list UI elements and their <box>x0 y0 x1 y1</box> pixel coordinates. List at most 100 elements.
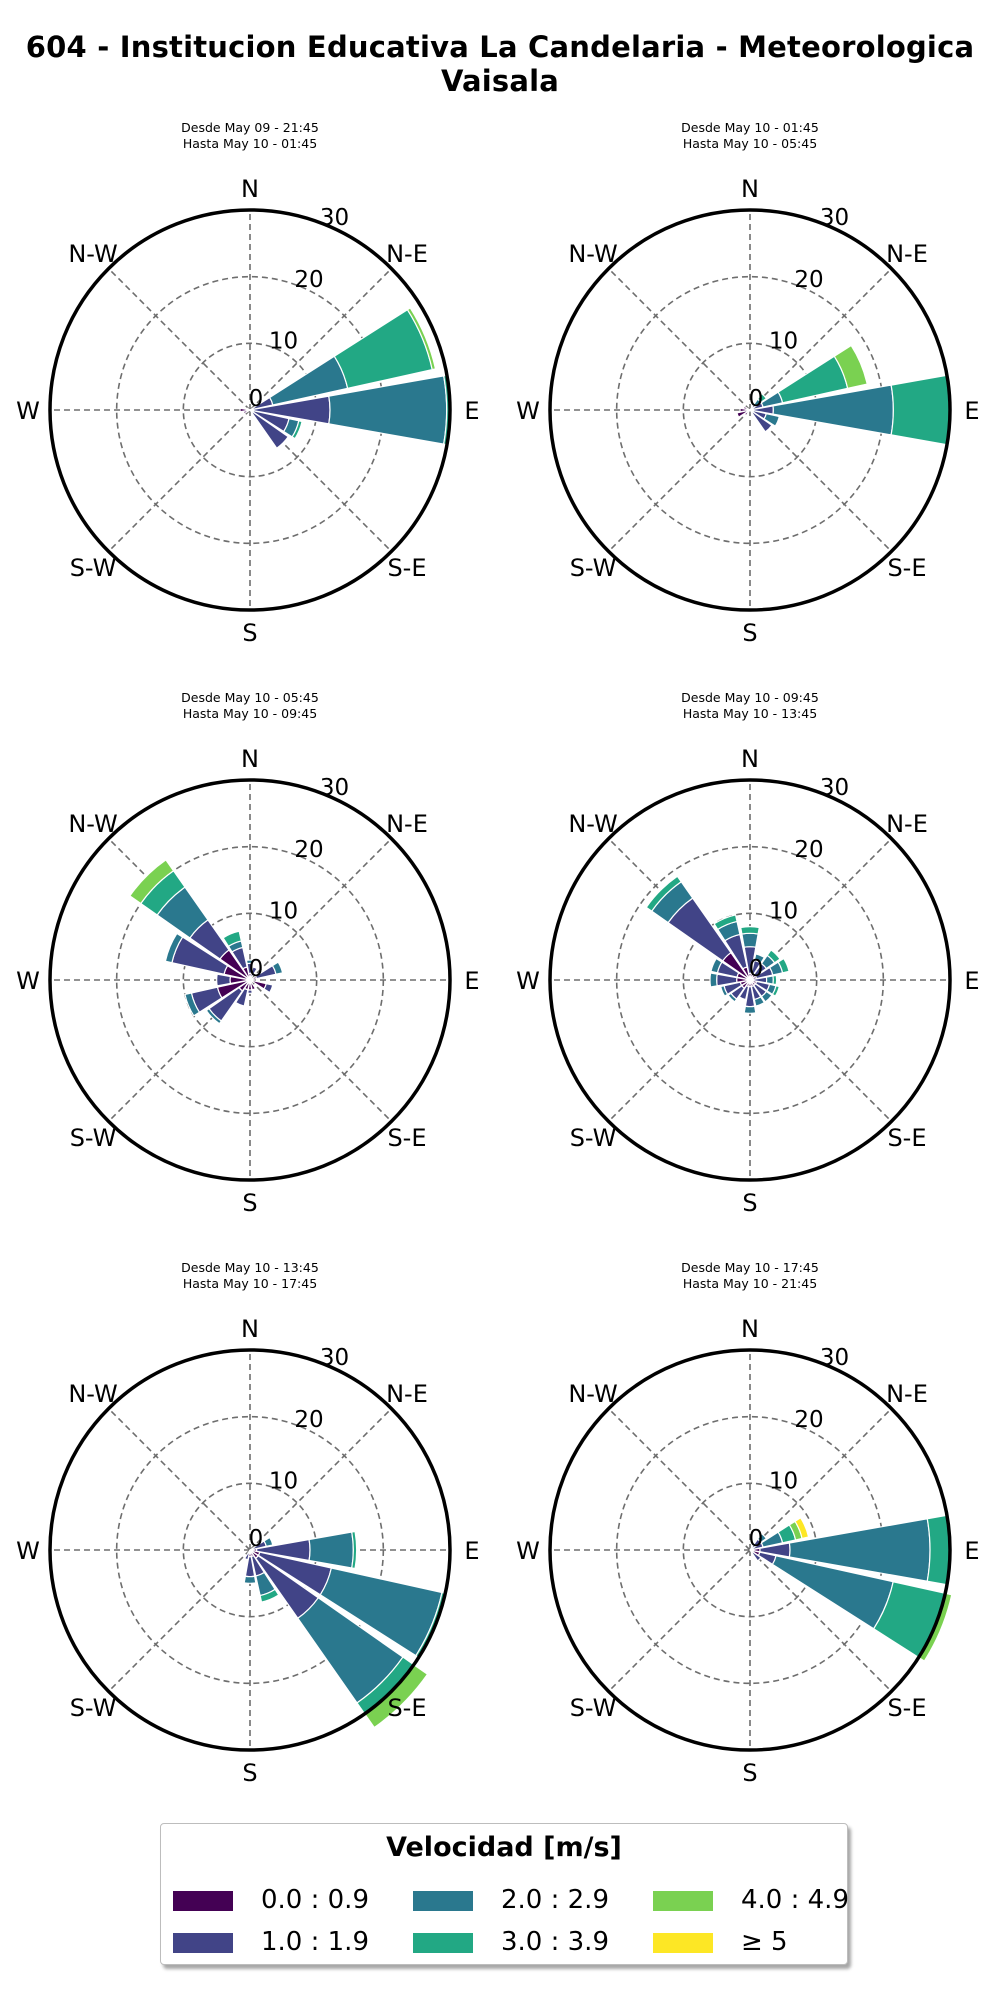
radial-tick-label: 0 <box>749 386 764 412</box>
radial-tick-label: 0 <box>749 956 764 982</box>
direction-label: N <box>241 175 259 203</box>
direction-label: W <box>516 1537 540 1565</box>
direction-label: S-W <box>570 1124 617 1152</box>
page-title: 604 - Institucion Educativa La Candelari… <box>25 30 975 98</box>
direction-label: N-E <box>386 240 428 268</box>
windrose-panel: Desde May 10 - 13:45 Hasta May 10 - 17:45… <box>10 1260 490 1820</box>
subtitle-from: Desde May 10 - 05:45 <box>181 690 319 705</box>
panel-subtitle: Desde May 09 - 21:45 Hasta May 10 - 01:45 <box>10 120 490 152</box>
grid-spoke <box>108 268 251 411</box>
windrose-bar <box>719 985 729 997</box>
direction-label: N-W <box>568 1380 617 1408</box>
windrose-bar <box>245 959 255 965</box>
panel-subtitle: Desde May 10 - 13:45 Hasta May 10 - 17:45 <box>10 1260 490 1292</box>
direction-label: S <box>242 1759 257 1787</box>
windrose-bar <box>246 989 254 994</box>
direction-label: N <box>741 745 759 773</box>
direction-label: S-W <box>570 1694 617 1722</box>
windrose-bar <box>205 1007 223 1025</box>
windrose-bar <box>184 992 201 1017</box>
direction-label: W <box>16 397 40 425</box>
windrose-bar <box>753 996 766 1007</box>
windrose-bar <box>713 914 738 931</box>
windrose-bar <box>243 1575 257 1584</box>
windrose-bar <box>216 973 231 987</box>
legend: Velocidad [m/s] 0.0 : 0.9 1.0 : 1.9 2.0 : … <box>160 1823 849 1965</box>
direction-label: N-E <box>386 810 428 838</box>
direction-label: W <box>16 967 40 995</box>
direction-label: N-W <box>68 240 117 268</box>
radial-tick-label: 10 <box>269 1468 298 1494</box>
windrose-panel: Desde May 10 - 05:45 Hasta May 10 - 09:45… <box>10 690 490 1250</box>
windrose-bar <box>765 975 774 985</box>
windrose-panel: Desde May 10 - 01:45 Hasta May 10 - 05:45… <box>510 120 990 680</box>
windrose-bar <box>351 1530 358 1570</box>
windrose-bar <box>263 1536 274 1548</box>
legend-swatch <box>173 1891 233 1911</box>
grid-spoke <box>108 409 251 552</box>
direction-label: S-E <box>387 554 426 582</box>
grid-spoke <box>608 979 751 1122</box>
windrose-bar <box>740 926 760 935</box>
direction-label: N-W <box>68 810 117 838</box>
radial-tick-label: 30 <box>320 775 349 801</box>
direction-label: N <box>241 745 259 773</box>
direction-label: S-E <box>887 1124 926 1152</box>
grid-spoke <box>249 268 392 411</box>
legend-title: Velocidad [m/s] <box>386 1832 622 1863</box>
windrose-chart: 0 10 20 30 N N-E E S-E S S-W W N-W <box>516 1315 979 1787</box>
legend-swatch <box>653 1933 713 1953</box>
radial-tick-label: 20 <box>294 837 323 863</box>
direction-label: N-W <box>568 240 617 268</box>
subtitle-to: Hasta May 10 - 05:45 <box>682 136 818 151</box>
subtitle-to: Hasta May 10 - 21:45 <box>682 1276 818 1291</box>
grid-spoke <box>749 1549 892 1692</box>
direction-label: S-E <box>387 1124 426 1152</box>
grid-spoke <box>249 1408 392 1551</box>
legend-label: 4.0 : 4.9 <box>741 1885 849 1915</box>
subtitle-to: Hasta May 10 - 09:45 <box>182 706 318 721</box>
direction-label: W <box>516 967 540 995</box>
windrose-chart: 0 10 20 30 N N-E E S-E S S-W W N-W <box>16 175 479 647</box>
direction-label: N <box>241 1315 259 1343</box>
windrose-bar <box>709 972 718 988</box>
direction-label: N-E <box>886 240 928 268</box>
legend-swatch <box>173 1933 233 1953</box>
direction-label: W <box>16 1537 40 1565</box>
windrose-bar <box>777 957 790 974</box>
grid-spoke <box>608 1549 751 1692</box>
radial-tick-label: 20 <box>294 1407 323 1433</box>
windrose-bar <box>263 982 274 994</box>
outer-ring <box>548 208 952 612</box>
panel-subtitle: Desde May 10 - 05:45 Hasta May 10 - 09:45 <box>10 690 490 722</box>
windrose-chart: 0 10 20 30 N N-E E S-E S S-W W N-W <box>516 745 979 1217</box>
subtitle-from: Desde May 10 - 01:45 <box>681 120 819 135</box>
radial-tick-label: 20 <box>794 1407 823 1433</box>
radial-tick-label: 20 <box>794 267 823 293</box>
windrose-bar <box>727 992 738 1003</box>
grid-spoke <box>249 838 392 981</box>
radial-tick-label: 30 <box>320 1345 349 1371</box>
radial-tick-label: 10 <box>769 1468 798 1494</box>
direction-label: W <box>516 397 540 425</box>
windrose-bar <box>406 307 437 371</box>
direction-label: S <box>742 1189 757 1217</box>
subtitle-from: Desde May 09 - 21:45 <box>181 120 319 135</box>
outer-ring <box>48 1348 452 1752</box>
radial-tick-label: 30 <box>820 775 849 801</box>
direction-label: N <box>741 1315 759 1343</box>
direction-label: E <box>964 1537 979 1565</box>
outer-ring <box>48 208 452 612</box>
grid-spoke <box>608 409 751 552</box>
legend-label: 2.0 : 2.9 <box>501 1885 609 1915</box>
grid-spoke <box>749 979 892 1122</box>
direction-label: S-W <box>70 554 117 582</box>
outer-ring <box>48 778 452 1182</box>
windrose-bar <box>772 974 778 986</box>
radial-tick-label: 0 <box>249 956 264 982</box>
windrose-bar <box>890 374 951 446</box>
subtitle-from: Desde May 10 - 13:45 <box>181 1260 319 1275</box>
windrose-bar <box>129 859 175 905</box>
windrose-bar <box>164 932 184 964</box>
direction-label: S-W <box>70 1124 117 1152</box>
